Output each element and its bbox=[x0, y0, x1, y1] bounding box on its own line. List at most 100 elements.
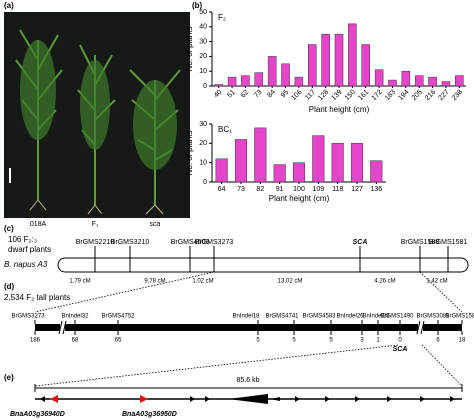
bar bbox=[388, 79, 397, 87]
x-tick-label: 117 bbox=[304, 89, 317, 102]
marker-name: BrGMS3273 bbox=[11, 314, 45, 320]
y-tick-label: 10 bbox=[199, 160, 207, 167]
y-tick-label: 0 bbox=[203, 83, 207, 90]
gene-name: BnaA03g36950D bbox=[122, 411, 177, 418]
distance: 1.79 cM bbox=[69, 279, 90, 285]
recombinant-count: 5 bbox=[292, 338, 296, 344]
bar bbox=[312, 135, 325, 183]
recombinant-count: 6 bbox=[436, 338, 440, 344]
x-tick-label: 136 bbox=[370, 186, 382, 193]
x-tick-label: 161 bbox=[357, 89, 370, 102]
bar bbox=[361, 44, 370, 87]
bar bbox=[281, 63, 290, 87]
bar bbox=[294, 76, 304, 87]
x-tick-label: 118 bbox=[332, 186, 343, 193]
x-tick-label: 238 bbox=[451, 89, 464, 102]
x-tick-label: 51 bbox=[226, 89, 237, 100]
x-tick-label: 95 bbox=[280, 89, 291, 100]
x-tick-label: 73 bbox=[237, 186, 245, 193]
bar bbox=[455, 75, 464, 87]
distance: 13.02 cM bbox=[278, 279, 303, 285]
x-tick-label: 64 bbox=[218, 186, 226, 193]
x-tick-label: 227 bbox=[437, 89, 450, 102]
x-tick-label: 91 bbox=[276, 186, 284, 193]
bar bbox=[350, 143, 364, 183]
recombinant-count: 65 bbox=[115, 338, 122, 344]
bar bbox=[254, 127, 267, 183]
marker-name: BnIndel18 bbox=[232, 314, 260, 320]
bar bbox=[214, 84, 223, 87]
bar bbox=[401, 70, 411, 87]
recombinant-count: 0 bbox=[398, 338, 402, 344]
photo-label: F₁ bbox=[92, 221, 99, 228]
fine-map-bar bbox=[35, 324, 462, 331]
marker-name: BnIndel26 bbox=[336, 314, 364, 320]
x-tick-label: 106 bbox=[290, 89, 303, 102]
gene-name: BnaA03g36940D bbox=[10, 411, 65, 418]
y-axis-label: No. of plants bbox=[185, 131, 194, 176]
y-tick-label: 50 bbox=[199, 9, 207, 16]
panel-label: (a) bbox=[4, 1, 14, 10]
x-tick-label: 183 bbox=[384, 89, 397, 102]
recombinant-count: 5 bbox=[329, 338, 333, 344]
recombinant-count: 68 bbox=[72, 338, 79, 344]
x-tick-label: 172 bbox=[371, 89, 384, 102]
interval-size: 85.6 kb bbox=[237, 377, 260, 384]
bar bbox=[370, 160, 383, 183]
marker-name: BrGMS4509 bbox=[171, 239, 210, 246]
marker-name: BnIndel28 bbox=[362, 314, 390, 320]
bar bbox=[374, 69, 384, 87]
marker-name: BrGMS1588 bbox=[445, 314, 474, 320]
bar bbox=[267, 56, 277, 87]
population: dwarf plants bbox=[8, 245, 51, 254]
bar bbox=[428, 76, 437, 87]
population: 106 F₂:₃ bbox=[8, 235, 37, 244]
y-tick-label: 0 bbox=[203, 179, 207, 186]
y-axis-label: No. of plants bbox=[185, 27, 194, 72]
distance: 1.02 cM bbox=[192, 279, 213, 285]
recombinant-count: 1 bbox=[376, 338, 380, 344]
y-tick-label: 40 bbox=[199, 24, 207, 31]
x-tick-label: 194 bbox=[397, 89, 410, 102]
recombinant-count: 186 bbox=[30, 338, 41, 344]
x-tick-label: 216 bbox=[424, 89, 437, 102]
x-axis-label: Plant height (cm) bbox=[309, 105, 370, 114]
x-tick-label: 139 bbox=[331, 89, 344, 102]
bar bbox=[308, 44, 317, 87]
marker-name: BrGMS3210 bbox=[111, 239, 150, 246]
marker-name: BnIndel32 bbox=[61, 314, 89, 320]
panel-label: (c) bbox=[4, 224, 14, 233]
photo bbox=[4, 12, 190, 218]
photo-label: sca bbox=[150, 221, 161, 228]
distance: 1.42 cM bbox=[426, 279, 447, 285]
x-tick-label: 150 bbox=[344, 89, 357, 102]
x-tick-label: 205 bbox=[411, 89, 424, 102]
marker-name: BrGMS4741 bbox=[265, 314, 299, 320]
y-tick-label: 10 bbox=[199, 68, 207, 75]
zoom-lines bbox=[34, 271, 463, 387]
x-axis-label: Plant height (cm) bbox=[269, 194, 330, 203]
x-tick-label: 40 bbox=[213, 89, 224, 100]
bar bbox=[227, 76, 237, 87]
bar bbox=[241, 75, 250, 87]
bar bbox=[254, 72, 264, 87]
marker-name: BrGMS4583 bbox=[302, 314, 336, 320]
y-tick-label: 30 bbox=[199, 38, 207, 45]
bar bbox=[321, 33, 330, 87]
marker-name: BrGMS2210 bbox=[76, 239, 115, 246]
breaks bbox=[58, 320, 425, 335]
y-tick-label: 20 bbox=[199, 53, 207, 60]
marker-name: BrGMS1588 bbox=[401, 239, 440, 246]
marker-name: BrGMS4752 bbox=[101, 314, 135, 320]
chart-title: BC₁ bbox=[218, 125, 232, 134]
bar bbox=[334, 33, 344, 87]
chart-title: F₂ bbox=[218, 13, 226, 22]
x-tick-label: 128 bbox=[317, 89, 330, 102]
y-tick-label: 30 bbox=[199, 121, 207, 128]
bar bbox=[292, 162, 306, 183]
marker-name: BrGMS1581 bbox=[429, 239, 468, 246]
bar bbox=[441, 81, 451, 87]
chromosome bbox=[57, 257, 469, 273]
distance: 9.78 cM bbox=[144, 279, 165, 285]
